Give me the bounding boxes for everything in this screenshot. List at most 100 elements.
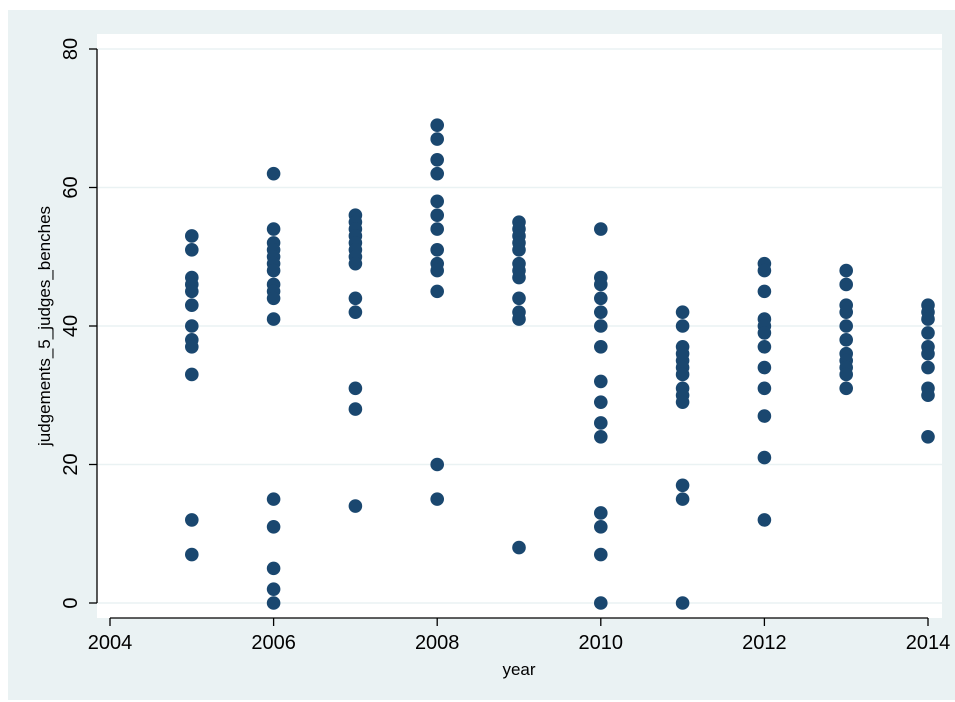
data-point (185, 513, 199, 527)
data-point (757, 513, 772, 527)
data-point (512, 312, 526, 326)
data-point (839, 319, 853, 333)
x-tick-label: 2014 (906, 632, 951, 654)
data-point (594, 547, 608, 562)
data-point (675, 395, 690, 409)
y-tick-label: 80 (60, 38, 82, 60)
data-point (512, 291, 526, 306)
data-point (266, 263, 281, 278)
data-point (348, 402, 363, 416)
data-point (266, 596, 281, 610)
data-point (921, 360, 935, 375)
data-point (266, 222, 281, 236)
data-point (675, 305, 690, 319)
data-point (594, 430, 608, 444)
data-point (839, 381, 853, 396)
data-point (839, 263, 853, 278)
y-axis-title: judgements_5_judges_benches (35, 206, 54, 447)
data-point (266, 291, 281, 306)
x-tick-label: 2010 (579, 632, 624, 654)
data-point (594, 374, 608, 389)
data-point (430, 263, 445, 278)
data-point (185, 284, 199, 299)
data-point (839, 333, 853, 347)
data-point (757, 409, 772, 423)
data-point (839, 305, 853, 319)
data-point (594, 277, 608, 292)
data-point (512, 270, 526, 285)
data-point (921, 326, 935, 340)
x-tick-label: 2004 (88, 632, 133, 654)
data-point (675, 319, 690, 333)
data-point (430, 284, 445, 299)
y-tick-label: 0 (60, 597, 82, 608)
data-point (839, 277, 853, 292)
data-point (185, 243, 199, 257)
data-point (839, 367, 853, 382)
data-point (185, 367, 199, 382)
data-point (430, 208, 445, 222)
data-point (430, 222, 445, 236)
axes (89, 48, 929, 626)
gridlines (97, 48, 942, 604)
data-point (675, 478, 690, 493)
data-point (594, 395, 608, 409)
data-point (430, 132, 445, 146)
y-tick-label: 40 (60, 315, 82, 337)
data-point (430, 492, 445, 506)
data-point (185, 339, 199, 354)
data-point (348, 499, 363, 513)
data-point (266, 520, 281, 534)
data-point (266, 561, 281, 576)
data-point (430, 118, 445, 132)
data-point (594, 416, 608, 430)
data-point (675, 596, 690, 610)
data-point (921, 346, 935, 361)
data-point (594, 520, 608, 534)
data-point (185, 298, 199, 313)
data-point (266, 312, 281, 326)
data-point (185, 229, 199, 243)
data-point (348, 381, 363, 396)
data-point (757, 360, 772, 375)
data-point (757, 326, 772, 340)
data-point (266, 582, 281, 596)
data-points (185, 118, 935, 610)
data-point (266, 492, 281, 506)
data-point (348, 291, 363, 306)
data-point (185, 319, 199, 333)
data-point (430, 194, 445, 209)
data-point (266, 166, 281, 181)
data-point (757, 339, 772, 354)
x-tick-label: 2006 (251, 632, 296, 654)
data-point (675, 492, 690, 506)
data-point (757, 263, 772, 278)
y-tick-label: 60 (60, 176, 82, 198)
data-point (594, 596, 608, 610)
data-point (185, 547, 199, 562)
data-point (594, 222, 608, 236)
data-point (921, 388, 935, 403)
data-point (921, 430, 935, 444)
data-point (348, 256, 363, 271)
tick-labels: 0 20 40 60 80 2004 2006 2008 2010 2012 2014 (60, 38, 950, 654)
data-point (757, 284, 772, 299)
data-point (594, 319, 608, 333)
x-tick-label: 2008 (415, 632, 460, 654)
data-point (675, 367, 690, 382)
data-point (430, 166, 445, 181)
data-point (430, 457, 445, 472)
x-axis-title: year (502, 660, 535, 679)
x-tick-label: 2012 (742, 632, 787, 654)
data-point (594, 305, 608, 319)
data-point (430, 243, 445, 257)
data-point (921, 312, 935, 326)
data-point (594, 291, 608, 306)
y-tick-label: 20 (60, 453, 82, 475)
data-point (594, 506, 608, 520)
data-point (757, 450, 772, 465)
data-point (430, 153, 445, 167)
data-point (594, 339, 608, 354)
